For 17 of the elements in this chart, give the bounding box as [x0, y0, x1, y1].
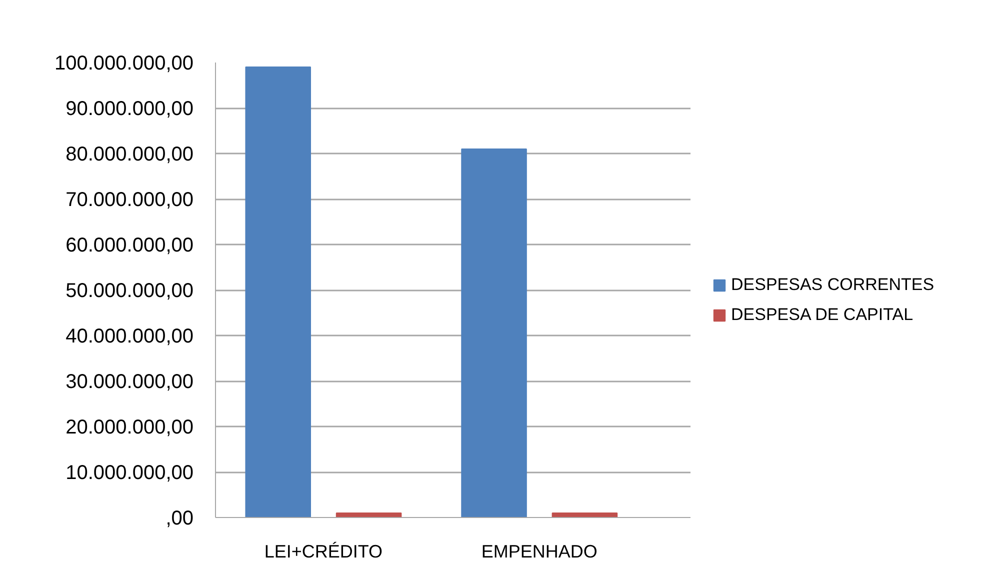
x-tick-label: LEI+CRÉDITO	[264, 542, 383, 562]
y-tick-label: 50.000.000,00	[66, 280, 194, 302]
y-tick-label: 60.000.000,00	[66, 234, 194, 256]
y-tick-label: 30.000.000,00	[66, 371, 194, 393]
y-tick-label: ,00	[166, 508, 194, 530]
y-tick-label: 80.000.000,00	[66, 144, 194, 166]
y-tick-label: 100.000.000,00	[54, 52, 194, 74]
legend-label: DESPESAS CORRENTES	[731, 274, 934, 294]
y-tick-label: 70.000.000,00	[66, 189, 194, 211]
bar	[461, 148, 527, 518]
y-tick-label: 90.000.000,00	[66, 98, 194, 120]
y-tick-label: 10.000.000,00	[66, 462, 194, 484]
legend-label: DESPESA DE CAPITAL	[731, 304, 914, 324]
x-tick-label: EMPENHADO	[481, 542, 598, 562]
y-tick-label: 20.000.000,00	[66, 416, 194, 438]
y-tick-label: 40.000.000,00	[66, 326, 194, 348]
bar	[245, 66, 311, 518]
